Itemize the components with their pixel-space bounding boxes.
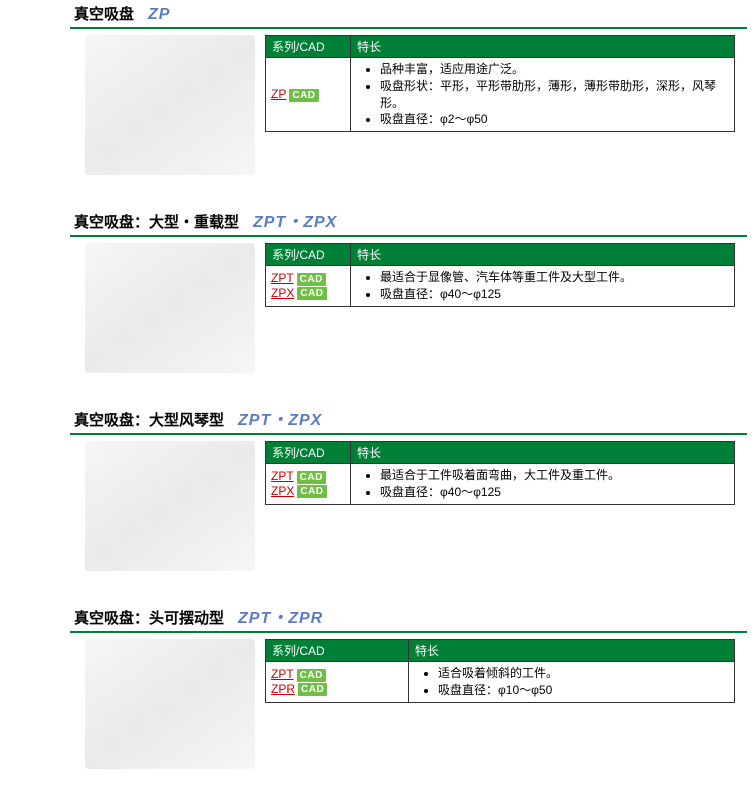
cad-badge[interactable]: CAD [297,471,326,484]
feature-item: 吸盘直径：φ40～φ125 [380,484,729,501]
feature-item: 适合吸着倾斜的工件。 [438,665,729,682]
col-feature-header: 特长 [351,442,735,464]
section-code: ZPT・ZPR [238,610,323,627]
table-row: ZPTCADZPRCAD适合吸着倾斜的工件。吸盘直径：φ10～φ50 [266,662,735,703]
section-code: ZPT・ZPX [253,214,337,231]
feature-item: 最适合于工件吸着面弯曲，大工件及重工件。 [380,467,729,484]
series-line: ZPRCAD [271,682,403,696]
section-code: ZPT・ZPX [238,412,322,429]
series-line: ZPCAD [271,87,345,101]
feature-item: 吸盘直径：φ40～φ125 [380,286,729,303]
cad-badge[interactable]: CAD [297,287,326,300]
product-image [75,35,265,175]
spec-table: 系列/CAD特长ZPTCADZPRCAD适合吸着倾斜的工件。吸盘直径：φ10～φ… [265,639,735,703]
feature-cell: 品种丰富，适应用途广泛。吸盘形状：平形，平形带肋形，薄形，薄形带肋形，深形，风琴… [351,58,735,132]
product-section: 真空吸盘：大型・重载型ZPT・ZPX系列/CAD特长ZPTCADZPXCAD最适… [0,205,755,373]
section-body: 系列/CAD特长ZPTCADZPRCAD适合吸着倾斜的工件。吸盘直径：φ10～φ… [0,639,755,769]
section-body: 系列/CAD特长 ZPCAD 品种丰富，适应用途广泛。吸盘形状：平形，平形带肋形，薄… [0,35,755,175]
cad-badge[interactable]: CAD [297,273,326,286]
feature-list: 最适合于显像管、汽车体等重工件及大型工件。吸盘直径：φ40～φ125 [356,269,729,303]
series-link[interactable]: ZP [271,87,286,101]
col-feature-header: 特长 [351,244,735,266]
series-link[interactable]: ZPT [271,271,294,285]
feature-item: 品种丰富，适应用途广泛。 [380,61,729,78]
product-section: 真空吸盘：大型风琴型ZPT・ZPX系列/CAD特长ZPTCADZPXCAD最适合… [0,403,755,571]
cad-badge[interactable]: CAD [289,89,318,102]
series-line: ZPTCAD [271,469,345,483]
series-link[interactable]: ZPX [271,484,294,498]
col-series-header: 系列/CAD [266,244,351,266]
table-row: ZPTCADZPXCAD最适合于显像管、汽车体等重工件及大型工件。吸盘直径：φ4… [266,266,735,307]
series-line: ZPXCAD [271,286,345,300]
spec-table: 系列/CAD特长ZPTCADZPXCAD最适合于工件吸着面弯曲，大工件及重工件。… [265,441,735,505]
feature-cell: 最适合于工件吸着面弯曲，大工件及重工件。吸盘直径：φ40～φ125 [351,464,735,505]
feature-item: 吸盘直径：φ2～φ50 [380,111,729,128]
series-line: ZPXCAD [271,484,345,498]
series-link[interactable]: ZPT [271,667,294,681]
feature-list: 适合吸着倾斜的工件。吸盘直径：φ10～φ50 [414,665,729,699]
section-header: 真空吸盘：头可摆动型 ZPT・ZPR [70,601,747,633]
section-code: ZP [148,6,170,23]
section-title: 真空吸盘：大型风琴型 [74,412,224,429]
section-title: 真空吸盘：头可摆动型 [74,610,224,627]
feature-list: 最适合于工件吸着面弯曲，大工件及重工件。吸盘直径：φ40～φ125 [356,467,729,501]
table-row: ZPCAD 品种丰富，适应用途广泛。吸盘形状：平形，平形带肋形，薄形，薄形带肋形，… [266,58,735,132]
series-link[interactable]: ZPT [271,469,294,483]
feature-list: 品种丰富，适应用途广泛。吸盘形状：平形，平形带肋形，薄形，薄形带肋形，深形，风琴… [356,61,729,128]
product-section: 真空吸盘：头可摆动型ZPT・ZPR系列/CAD特长ZPTCADZPRCAD适合吸… [0,601,755,769]
section-title: 真空吸盘：大型・重载型 [74,214,239,231]
spec-table: 系列/CAD特长ZPTCADZPXCAD最适合于显像管、汽车体等重工件及大型工件… [265,243,735,307]
series-line: ZPTCAD [271,667,403,681]
series-cell: ZPTCADZPXCAD [266,464,351,505]
image-placeholder [85,243,255,373]
col-feature-header: 特长 [409,640,735,662]
product-section: 真空吸盘ZP系列/CAD特长ZPCAD品种丰富，适应用途广泛。吸盘形状：平形，平… [0,0,755,175]
col-feature-header: 特长 [351,36,735,58]
feature-item: 最适合于显像管、汽车体等重工件及大型工件。 [380,269,729,286]
spec-table: 系列/CAD特长 ZPCAD 品种丰富，适应用途广泛。吸盘形状：平形，平形带肋形，薄… [265,35,735,132]
feature-cell: 最适合于显像管、汽车体等重工件及大型工件。吸盘直径：φ40～φ125 [351,266,735,307]
col-series-header: 系列/CAD [266,640,409,662]
feature-item: 吸盘形状：平形，平形带肋形，薄形，薄形带肋形，深形，风琴形。 [380,78,729,112]
series-link[interactable]: ZPX [271,286,294,300]
section-body: 系列/CAD特长ZPTCADZPXCAD最适合于工件吸着面弯曲，大工件及重工件。… [0,441,755,571]
series-cell: ZPTCADZPXCAD [266,266,351,307]
product-image [75,441,265,571]
series-cell: ZPTCADZPRCAD [266,662,409,703]
feature-cell: 适合吸着倾斜的工件。吸盘直径：φ10～φ50 [409,662,735,703]
section-header: 真空吸盘：大型风琴型 ZPT・ZPX [70,403,747,435]
image-placeholder [85,441,255,571]
col-series-header: 系列/CAD [266,36,351,58]
cad-badge[interactable]: CAD [297,485,326,498]
image-placeholder [85,639,255,769]
cad-badge[interactable]: CAD [298,683,327,696]
section-body: 系列/CAD特长ZPTCADZPXCAD最适合于显像管、汽车体等重工件及大型工件… [0,243,755,373]
feature-item: 吸盘直径：φ10～φ50 [438,682,729,699]
image-placeholder [85,35,255,175]
product-image [75,639,265,769]
cad-badge[interactable]: CAD [297,669,326,682]
col-series-header: 系列/CAD [266,442,351,464]
table-row: ZPTCADZPXCAD最适合于工件吸着面弯曲，大工件及重工件。吸盘直径：φ40… [266,464,735,505]
series-link[interactable]: ZPR [271,682,295,696]
series-line: ZPTCAD [271,271,345,285]
section-title: 真空吸盘 [74,6,134,23]
product-image [75,243,265,373]
section-header: 真空吸盘 ZP [70,0,747,29]
section-header: 真空吸盘：大型・重载型 ZPT・ZPX [70,205,747,237]
series-cell: ZPCAD [266,58,351,132]
